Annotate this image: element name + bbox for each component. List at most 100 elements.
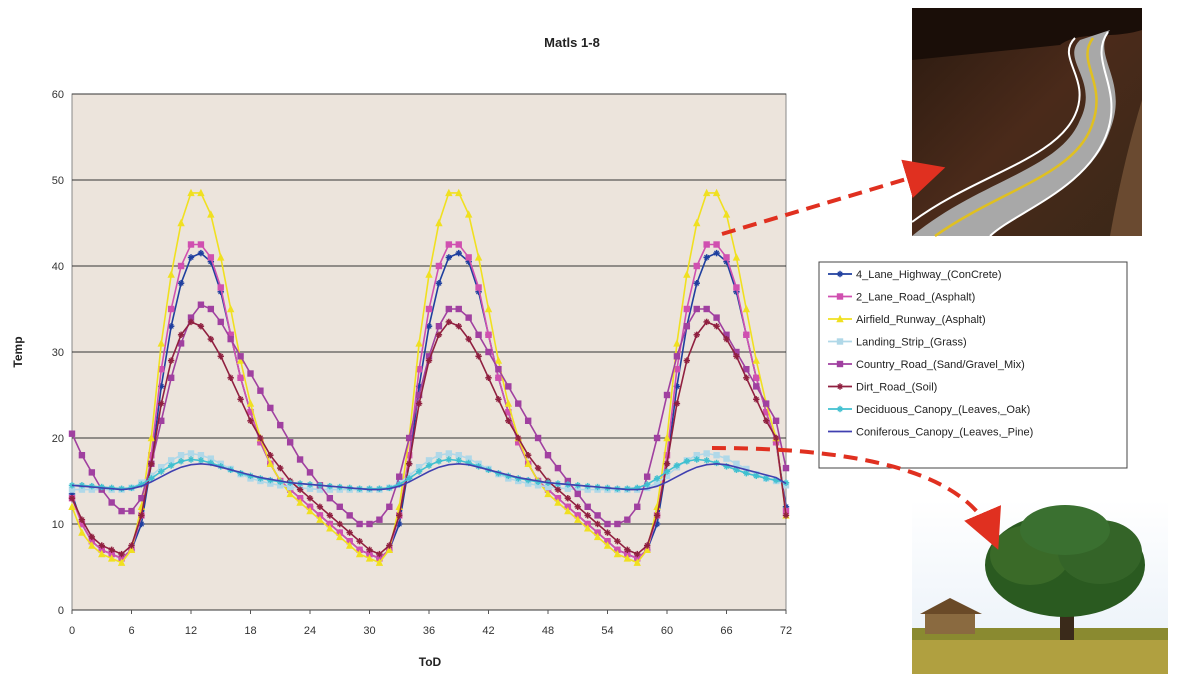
- data-point: [78, 516, 86, 523]
- data-point: [68, 430, 76, 437]
- legend-item: Coniferous_Canopy_(Leaves,_Pine): [828, 427, 1033, 439]
- data-point: [475, 331, 482, 338]
- data-point: [376, 555, 383, 562]
- data-point: [465, 335, 472, 343]
- data-point: [138, 495, 145, 502]
- data-point: [703, 450, 710, 457]
- data-point: [574, 515, 582, 523]
- data-point: [663, 433, 671, 442]
- data-point: [415, 400, 423, 407]
- data-point: [167, 305, 175, 313]
- y-tick-label: 30: [52, 347, 64, 359]
- data-point: [217, 284, 224, 291]
- data-point: [693, 452, 700, 459]
- data-point: [673, 462, 681, 469]
- data-point: [425, 305, 433, 313]
- data-point: [733, 284, 740, 291]
- data-point: [673, 339, 681, 347]
- data-point: [435, 280, 443, 287]
- data-point: [515, 400, 522, 407]
- data-point: [524, 459, 532, 467]
- data-point: [703, 318, 710, 326]
- data-point: [455, 241, 462, 248]
- data-point: [574, 512, 581, 519]
- data-point: [445, 188, 453, 197]
- data-point: [405, 452, 413, 459]
- data-point: [158, 417, 165, 424]
- data-point: [167, 374, 175, 381]
- data-point: [356, 520, 363, 528]
- data-point: [584, 520, 591, 528]
- data-point: [107, 554, 116, 562]
- data-point: [663, 391, 671, 399]
- data-point: [138, 512, 145, 519]
- tree-icon: [912, 500, 1168, 674]
- data-point: [346, 538, 353, 545]
- data-point: [653, 512, 661, 519]
- data-point: [207, 305, 215, 313]
- data-point: [425, 357, 433, 364]
- series-8: [71, 462, 787, 491]
- data-point: [485, 348, 492, 356]
- data-point: [534, 434, 542, 442]
- data-point: [158, 468, 165, 475]
- data-point: [624, 546, 631, 553]
- data-point: [376, 550, 383, 558]
- data-point: [594, 520, 601, 528]
- data-point: [197, 249, 205, 257]
- chart-title: Matls 1-8: [544, 35, 600, 50]
- legend-marker: [836, 314, 844, 323]
- data-point: [147, 433, 156, 442]
- data-point: [753, 374, 760, 381]
- data-point: [703, 305, 710, 313]
- data-point: [118, 550, 125, 558]
- y-tick-label: 20: [52, 433, 64, 445]
- data-point: [68, 502, 76, 510]
- data-point: [505, 383, 512, 390]
- data-point: [445, 241, 453, 248]
- data-point: [396, 473, 403, 480]
- legend-item: 4_Lane_Highway_(ConCrete): [828, 269, 1002, 281]
- data-point: [98, 549, 106, 558]
- data-point: [277, 464, 284, 472]
- data-point: [177, 452, 185, 459]
- data-point: [257, 439, 264, 446]
- data-point: [425, 457, 433, 464]
- data-point: [574, 486, 581, 493]
- data-point: [455, 249, 462, 257]
- data-point: [762, 475, 770, 482]
- data-point: [78, 452, 86, 459]
- data-point: [346, 512, 353, 519]
- data-point: [167, 462, 175, 469]
- data-point: [177, 331, 185, 338]
- data-point: [326, 512, 334, 519]
- data-point: [574, 490, 581, 498]
- data-point: [177, 218, 185, 227]
- data-point: [683, 458, 691, 465]
- data-point: [277, 421, 284, 429]
- data-point: [425, 270, 433, 278]
- data-point: [495, 396, 502, 403]
- data-point: [316, 515, 324, 523]
- data-point: [158, 464, 165, 471]
- data-point: [633, 558, 641, 566]
- data-point: [316, 503, 324, 510]
- data-point: [267, 480, 274, 487]
- data-point: [286, 483, 294, 491]
- data-point: [643, 484, 651, 492]
- data-point: [594, 512, 601, 519]
- data-point: [286, 439, 294, 446]
- x-axis-label: ToD: [419, 655, 442, 669]
- data-point: [177, 458, 185, 465]
- data-point: [772, 434, 780, 442]
- data-point: [217, 353, 224, 360]
- data-point: [197, 323, 205, 330]
- data-point: [604, 529, 611, 536]
- data-point: [445, 318, 453, 326]
- data-point: [534, 464, 542, 472]
- data-point: [237, 353, 244, 360]
- data-point: [693, 456, 700, 463]
- data-point: [355, 549, 364, 558]
- data-point: [732, 253, 741, 261]
- data-point: [554, 495, 562, 502]
